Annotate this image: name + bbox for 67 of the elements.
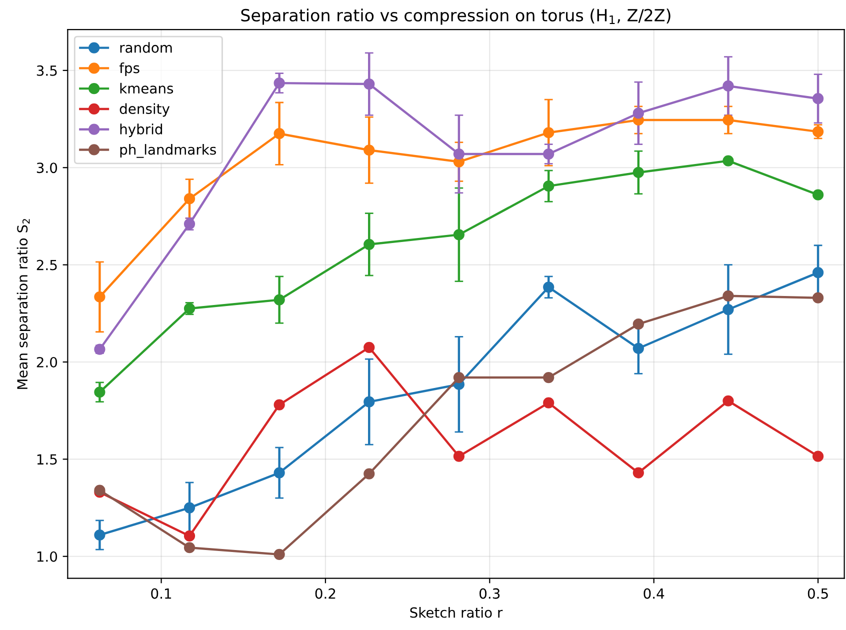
point bbox=[812, 292, 824, 304]
point bbox=[453, 450, 465, 462]
x-tick-label: 0.3 bbox=[480, 588, 500, 599]
point bbox=[94, 344, 106, 355]
point bbox=[94, 291, 106, 302]
point bbox=[453, 148, 465, 160]
point bbox=[274, 128, 285, 140]
legend-label: hybrid bbox=[120, 124, 162, 138]
point bbox=[274, 399, 285, 410]
point bbox=[812, 189, 824, 200]
chart-title: Separation ratio vs compression on torus (H$_{1}$, Z/2Z) bbox=[241, 8, 670, 25]
point bbox=[543, 372, 554, 384]
point bbox=[543, 127, 554, 138]
x-tick-label: 0.2 bbox=[315, 588, 336, 599]
point bbox=[632, 342, 644, 354]
point bbox=[274, 294, 285, 306]
y-axis-title: Mean separation ratio S$_{2}$ bbox=[16, 219, 30, 389]
point bbox=[453, 229, 465, 240]
point bbox=[543, 148, 554, 160]
point bbox=[364, 78, 375, 90]
point bbox=[364, 396, 375, 408]
point bbox=[722, 304, 734, 316]
point bbox=[722, 114, 734, 126]
legend-label: fps bbox=[119, 62, 140, 76]
point bbox=[364, 238, 375, 250]
point bbox=[543, 180, 554, 192]
point bbox=[812, 450, 824, 462]
point bbox=[94, 529, 106, 541]
y-tick-label: 3.0 bbox=[36, 162, 58, 174]
point bbox=[364, 468, 375, 480]
point bbox=[812, 267, 824, 278]
y-tick-label: 2.0 bbox=[36, 356, 58, 368]
point bbox=[722, 395, 734, 406]
legend-label: ph_landmarks bbox=[120, 144, 216, 158]
legend-label: kmeans bbox=[120, 82, 174, 94]
point bbox=[722, 80, 734, 92]
legend-label: density bbox=[120, 103, 170, 117]
x-tick-label: 0.5 bbox=[808, 588, 828, 599]
x-axis-title: Sketch ratio r bbox=[410, 607, 503, 618]
point bbox=[364, 342, 375, 353]
point bbox=[812, 93, 824, 104]
point bbox=[722, 290, 734, 302]
point bbox=[722, 155, 734, 166]
point bbox=[632, 318, 644, 330]
point bbox=[274, 548, 285, 560]
y-tick-label: 1.5 bbox=[37, 454, 57, 465]
y-tick-label: 2.5 bbox=[36, 260, 57, 270]
point bbox=[184, 502, 196, 514]
y-tick-label: 1.0 bbox=[37, 551, 58, 562]
point bbox=[94, 386, 106, 398]
y-tick-label: 3.5 bbox=[36, 65, 57, 76]
point bbox=[184, 530, 196, 542]
point bbox=[543, 397, 554, 408]
point bbox=[632, 108, 644, 119]
point bbox=[632, 467, 644, 478]
legend-label: random bbox=[120, 42, 172, 53]
point bbox=[184, 193, 196, 204]
point bbox=[543, 282, 554, 293]
point bbox=[274, 78, 285, 89]
x-tick-label: 0.1 bbox=[151, 588, 172, 599]
point bbox=[812, 126, 824, 138]
x-tick-label: 0.4 bbox=[644, 588, 664, 599]
point bbox=[453, 372, 465, 384]
point bbox=[632, 166, 644, 178]
point bbox=[274, 467, 285, 478]
point bbox=[184, 542, 196, 554]
point bbox=[364, 144, 375, 156]
